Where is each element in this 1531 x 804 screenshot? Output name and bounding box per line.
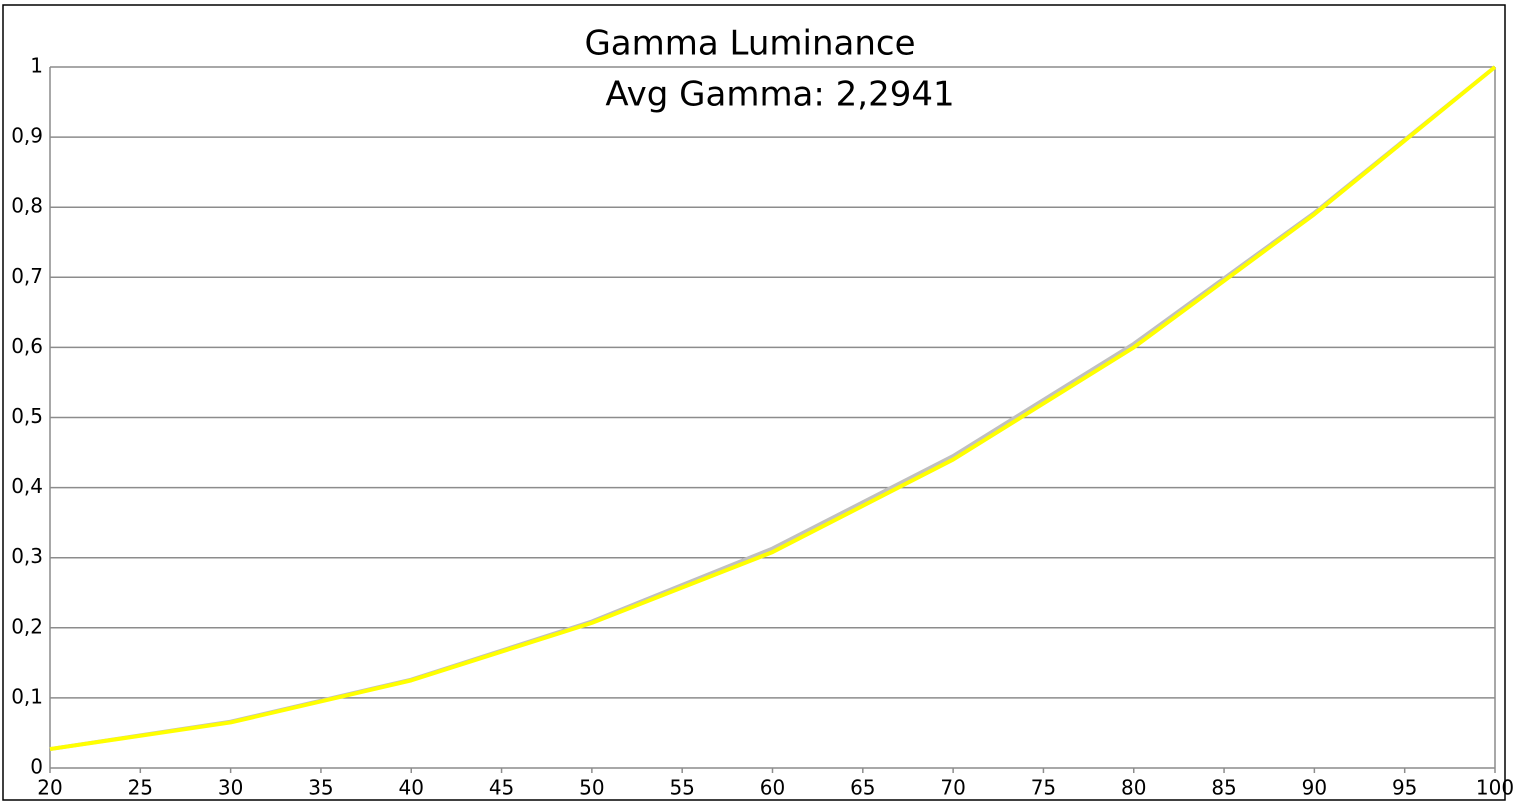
x-tick-label: 45: [489, 776, 514, 800]
x-tick-label: 25: [128, 776, 153, 800]
x-tick-label: 70: [940, 776, 965, 800]
x-tick-label: 60: [760, 776, 785, 800]
y-tick-label: 0,6: [11, 334, 43, 358]
chart-title: Gamma Luminance: [584, 24, 915, 64]
x-tick-label: 50: [579, 776, 604, 800]
y-tick-label: 0: [30, 755, 43, 779]
x-tick-label: 30: [218, 776, 243, 800]
series-line: [49, 65, 1497, 752]
x-tick-label: 65: [850, 776, 875, 800]
x-tick-label: 80: [1121, 776, 1146, 800]
x-tick-label: 35: [308, 776, 333, 800]
x-tick-label: 95: [1392, 776, 1417, 800]
x-tick-label: 55: [669, 776, 694, 800]
x-tick-label: 100: [1476, 776, 1514, 800]
x-tick-label: 20: [37, 776, 62, 800]
y-tick-label: 1: [30, 54, 43, 78]
x-tick-label: 85: [1211, 776, 1236, 800]
y-tick-label: 0,5: [11, 404, 43, 428]
y-tick-label: 0,3: [11, 544, 43, 568]
y-tick-label: 0,4: [11, 474, 43, 498]
y-tick-label: 0,9: [11, 124, 43, 148]
chart-subtitle: Avg Gamma: 2,2941: [605, 75, 954, 115]
chart-frame: [2, 4, 1506, 801]
y-tick-label: 0,1: [11, 684, 43, 708]
x-tick-label: 75: [1031, 776, 1056, 800]
x-tick-label: 40: [399, 776, 424, 800]
y-tick-label: 0,8: [11, 194, 43, 218]
y-tick-label: 0,2: [11, 614, 43, 638]
x-tick-label: 90: [1302, 776, 1327, 800]
y-tick-label: 0,7: [11, 264, 43, 288]
